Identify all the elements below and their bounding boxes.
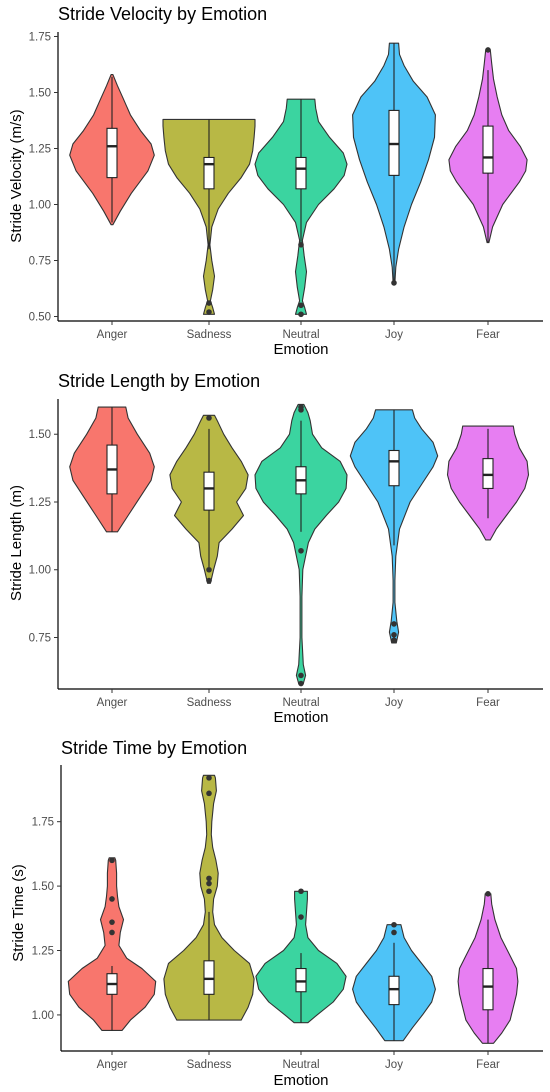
outlier-point — [206, 309, 212, 315]
x-axis-label-velocity: Emotion — [273, 341, 328, 358]
y-tick-label: 1.25 — [29, 497, 51, 509]
y-tick-label: 1.75 — [29, 31, 51, 43]
iqr-box-neutral — [295, 156, 307, 190]
y-tick-label: 0.75 — [29, 256, 51, 268]
outlier-point — [298, 242, 304, 248]
y-tick-label: 1.25 — [29, 143, 51, 155]
outlier-point — [109, 896, 115, 902]
iqr-box-joy — [388, 449, 400, 487]
x-tick-label: Neutral — [282, 697, 319, 709]
x-axis-label-length: Emotion — [273, 709, 328, 726]
x-tick-label: Sadness — [187, 697, 232, 709]
outlier-point — [391, 929, 397, 936]
outlier-point — [298, 888, 304, 895]
x-tick-label: Joy — [385, 697, 403, 709]
outlier-point — [206, 566, 212, 573]
x-tick-label: Fear — [476, 329, 500, 341]
outlier-point — [298, 302, 304, 309]
y-tick-label: 1.50 — [29, 429, 51, 441]
panel-stride-length: Stride Length by Emotion Stride Length (… — [8, 371, 543, 726]
y-tick-label: 1.00 — [32, 1010, 54, 1022]
y-tick-label: 1.25 — [32, 946, 54, 958]
x-tick-label: Joy — [385, 1059, 403, 1071]
iqr-box-fear — [482, 458, 494, 489]
chart-title-time: Stride Time by Emotion — [61, 738, 247, 758]
x-tick-label: Sadness — [187, 1059, 232, 1071]
chart-title-velocity: Stride Velocity by Emotion — [58, 4, 267, 24]
x-tick-label: Neutral — [282, 1059, 319, 1071]
panel-stride-velocity: Stride Velocity by Emotion Stride Veloci… — [8, 4, 543, 358]
outlier-point — [391, 280, 397, 286]
y-axis-label-velocity: Stride Velocity (m/s) — [8, 109, 25, 242]
outlier-point — [109, 929, 115, 936]
outlier-point — [391, 631, 397, 638]
outlier-point — [298, 407, 304, 413]
outlier-point — [485, 891, 491, 897]
y-tick-label: 1.50 — [29, 87, 51, 99]
outlier-point — [206, 775, 212, 781]
outlier-point — [298, 672, 304, 679]
outlier-point — [206, 880, 212, 887]
outlier-point — [206, 888, 212, 895]
x-axis-label-time: Emotion — [273, 1072, 328, 1089]
iqr-box-sadness — [203, 960, 215, 995]
chart-title-length: Stride Length by Emotion — [58, 371, 260, 391]
outlier-point — [206, 577, 212, 584]
outlier-point — [206, 875, 212, 882]
outlier-point — [391, 921, 397, 928]
y-axis-label-length: Stride Length (m) — [8, 485, 25, 601]
iqr-box-sadness — [203, 471, 215, 511]
outlier-point — [206, 790, 212, 797]
iqr-box-sadness — [203, 156, 215, 190]
x-tick-label: Joy — [385, 329, 403, 341]
y-tick-label: 1.75 — [32, 817, 54, 829]
outlier-point — [485, 47, 491, 53]
outlier-point — [298, 680, 304, 687]
plot-area-time: 1.00 1.25 1.50 1.75 Anger Sadness Neutral Joy Fe… — [32, 765, 543, 1071]
iqr-box-fear — [482, 125, 494, 174]
iqr-box-anger — [106, 127, 118, 179]
plot-area-velocity: 0.50 0.75 1.00 1.25 1.50 1.75 Anger Sadness Neut… — [29, 31, 543, 341]
outlier-point — [298, 914, 304, 920]
y-tick-label: 1.50 — [32, 881, 54, 893]
y-tick-label: 1.00 — [29, 565, 51, 577]
iqr-box-fear — [482, 967, 494, 1011]
outlier-point — [109, 857, 115, 864]
x-tick-label: Fear — [476, 697, 500, 709]
outlier-point — [206, 415, 212, 421]
x-tick-label: Neutral — [282, 329, 319, 341]
x-tick-label: Anger — [97, 1059, 128, 1071]
y-tick-label: 0.75 — [29, 633, 51, 645]
y-axis-label-time: Stride Time (s) — [10, 864, 27, 962]
outlier-point — [298, 547, 304, 554]
y-tick-label: 0.50 — [29, 312, 51, 324]
panel-stride-time: Stride Time by Emotion Stride Time (s) E… — [10, 738, 543, 1089]
outlier-point — [391, 621, 397, 627]
iqr-box-joy — [388, 975, 400, 1006]
outlier-point — [109, 919, 115, 925]
outlier-point — [391, 637, 397, 644]
x-tick-label: Sadness — [187, 329, 232, 341]
x-tick-label: Anger — [97, 329, 128, 341]
outlier-point — [206, 300, 212, 306]
plot-area-length: 0.75 1.00 1.25 1.50 Anger Sadness Neutral Joy Fe… — [29, 399, 543, 709]
outlier-point — [298, 311, 304, 318]
x-tick-label: Fear — [476, 1059, 500, 1071]
x-tick-label: Anger — [97, 697, 128, 709]
y-tick-label: 1.00 — [29, 200, 51, 212]
iqr-box-neutral — [295, 967, 307, 993]
